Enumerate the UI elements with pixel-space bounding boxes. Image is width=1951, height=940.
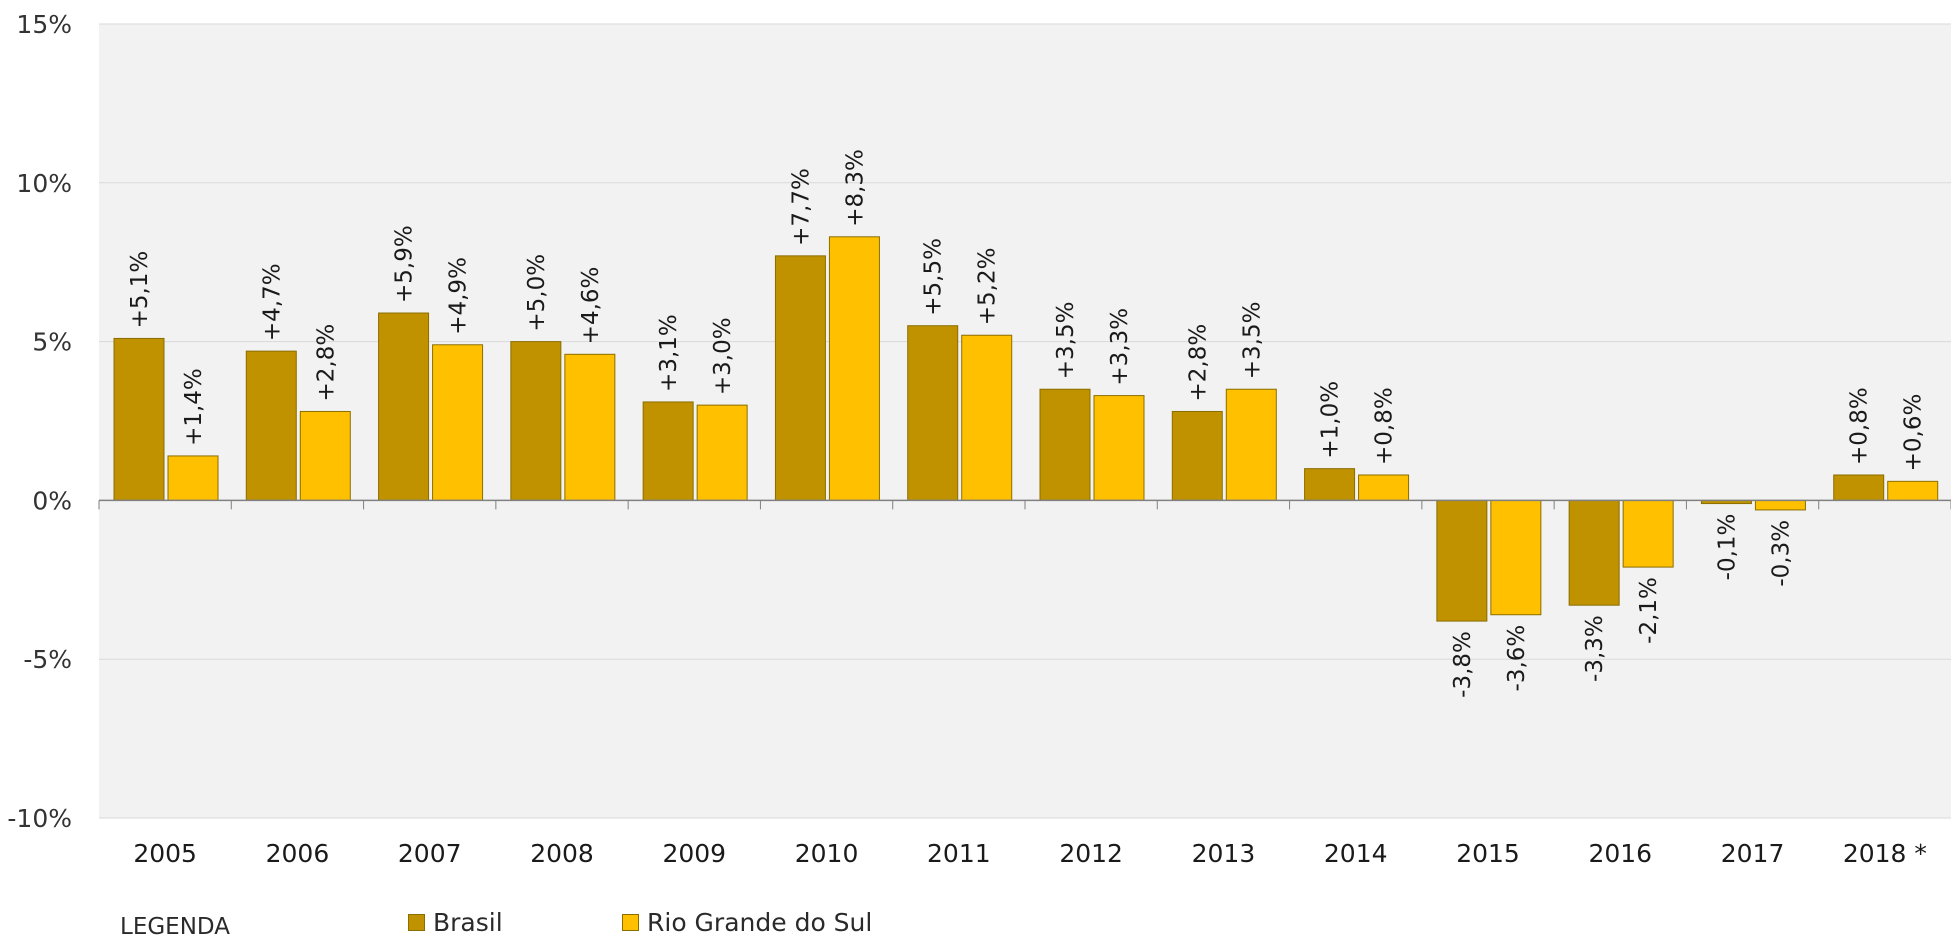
x-tick-label: 2013 [1192, 839, 1256, 868]
x-tick-label: 2008 [530, 839, 594, 868]
legend-label-brasil: Brasil [433, 908, 503, 937]
data-label: -3,3% [1582, 615, 1608, 682]
legend-title: LEGENDA [120, 914, 230, 940]
data-label: -0,3% [1768, 520, 1794, 587]
x-tick-label: 2010 [795, 839, 859, 868]
bar-rio-grande-do-sul [299, 410, 351, 501]
bar-rio-grande-do-sul [696, 404, 748, 501]
data-label: +1,0% [1318, 381, 1344, 459]
x-tick-label: 2006 [266, 839, 330, 868]
bar-brasil [1436, 499, 1488, 622]
bar-rio-grande-do-sul [564, 353, 616, 501]
x-tick-label: 2009 [662, 839, 726, 868]
bar-rio-grande-do-sul [961, 334, 1013, 501]
bar-brasil [510, 341, 562, 501]
data-label: +5,5% [921, 238, 947, 316]
data-label: -3,6% [1504, 625, 1530, 692]
data-label: +0,6% [1901, 394, 1927, 472]
data-label: +3,5% [1239, 302, 1265, 380]
bar-rio-grande-do-sul [1358, 474, 1410, 501]
bar-brasil [774, 255, 826, 501]
x-tick-label: 2017 [1721, 839, 1785, 868]
bar-brasil [1568, 499, 1620, 606]
data-label: +4,7% [259, 263, 285, 341]
y-tick-label: 5% [32, 328, 72, 357]
bar-rio-grande-do-sul [1490, 499, 1542, 616]
bar-rio-grande-do-sul [828, 236, 880, 501]
bar-brasil [1171, 410, 1223, 501]
y-tick-label: 15% [16, 10, 72, 39]
data-label: +2,8% [1185, 324, 1211, 402]
plot-area [99, 24, 1951, 818]
bar-rio-grande-do-sul [1887, 480, 1939, 501]
x-tick-label: 2005 [133, 839, 197, 868]
bar-rio-grande-do-sul [1225, 388, 1277, 501]
bar-brasil [1833, 474, 1885, 501]
data-label: -0,1% [1714, 514, 1740, 581]
legend-swatch-rio-grande-do-sul [622, 914, 639, 931]
x-tick-label: 2012 [1059, 839, 1123, 868]
data-label: +3,5% [1053, 302, 1079, 380]
bar-brasil [1039, 388, 1091, 501]
data-label: -3,8% [1450, 631, 1476, 698]
data-label: +5,0% [524, 254, 550, 332]
x-tick-label: 2016 [1588, 839, 1652, 868]
data-label: +0,8% [1372, 387, 1398, 465]
data-label: +5,2% [975, 248, 1001, 326]
x-tick-label: 2018 * [1843, 839, 1927, 868]
data-label: +5,1% [127, 251, 153, 329]
bar-rio-grande-do-sul [1093, 395, 1145, 501]
bar-brasil [113, 337, 165, 501]
legend-item-brasil: Brasil [408, 908, 503, 937]
legend-swatch-brasil [408, 914, 425, 931]
data-label: +4,6% [578, 267, 604, 345]
x-tick-label: 2014 [1324, 839, 1388, 868]
bar-brasil [642, 401, 694, 501]
bar-rio-grande-do-sul [1622, 499, 1674, 568]
bar-brasil [907, 325, 959, 501]
x-tick-label: 2011 [927, 839, 991, 868]
y-tick-label: -10% [7, 804, 72, 833]
data-label: +5,9% [392, 225, 418, 303]
data-label: +3,1% [656, 314, 682, 392]
y-tick-label: 10% [16, 169, 72, 198]
bar-brasil [245, 350, 297, 501]
data-label: +0,8% [1847, 387, 1873, 465]
bar-rio-grande-do-sul [432, 344, 484, 501]
data-label: +7,7% [788, 168, 814, 246]
data-label: +8,3% [842, 149, 868, 227]
bar-brasil [378, 312, 430, 501]
data-label: -2,1% [1636, 577, 1662, 644]
data-label: +1,4% [181, 368, 207, 446]
legend-item-rio-grande-do-sul: Rio Grande do Sul [622, 908, 872, 937]
bar-brasil [1304, 468, 1356, 501]
data-label: +2,8% [313, 324, 339, 402]
bar-rio-grande-do-sul [1754, 499, 1806, 511]
data-label: +3,3% [1107, 308, 1133, 386]
bar-rio-grande-do-sul [167, 455, 219, 501]
data-label: +3,0% [710, 317, 736, 395]
x-tick-label: 2007 [398, 839, 462, 868]
x-tick-label: 2015 [1456, 839, 1520, 868]
y-tick-label: -5% [23, 645, 72, 674]
data-label: +4,9% [446, 257, 472, 335]
y-tick-label: 0% [32, 486, 72, 515]
legend-label-rio-grande-do-sul: Rio Grande do Sul [647, 908, 873, 937]
